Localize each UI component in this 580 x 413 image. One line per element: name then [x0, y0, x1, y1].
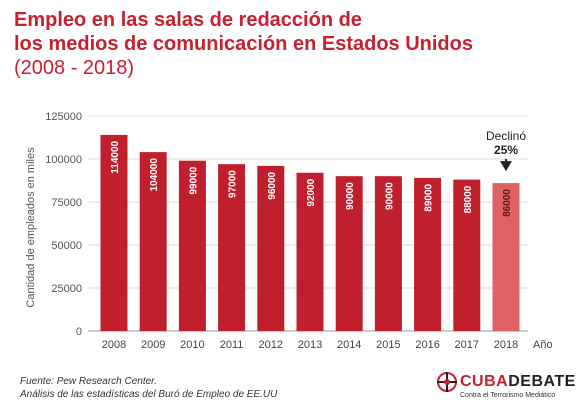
y-tick-label: 75000: [51, 197, 82, 209]
y-tick-label: 50000: [51, 240, 82, 252]
annotation-text: Declinó: [486, 129, 526, 143]
y-tick-label: 100000: [45, 154, 82, 166]
bar: [257, 165, 285, 331]
x-tick-label: 2018: [494, 339, 518, 351]
y-tick-label: 25000: [51, 283, 82, 295]
y-axis-label: Cantidad de empleados en miles: [25, 147, 37, 308]
x-tick-label: 2009: [141, 339, 165, 351]
bar: [218, 164, 246, 331]
x-tick-label: 2016: [415, 339, 439, 351]
x-tick-label: 2017: [455, 339, 479, 351]
source-line-1: Fuente: Pew Research Center.: [20, 376, 157, 387]
chart-subtitle: (2008 - 2018): [14, 57, 135, 79]
cubadebate-logo-icon: [437, 372, 457, 392]
logo-wordmark: CUBADEBATE: [460, 373, 576, 391]
bar-value-label: 90000: [384, 182, 395, 210]
source-line-2: Análisis de las estadísticas del Buró de…: [20, 389, 278, 400]
bar-value-label: 104000: [149, 158, 160, 192]
bar-value-label: 97000: [228, 170, 239, 198]
x-axis-label: Año: [533, 339, 553, 351]
x-tick-label: 2015: [376, 339, 400, 351]
x-tick-label: 2014: [337, 339, 361, 351]
logo-word-red: CUBA: [460, 373, 509, 390]
bar: [414, 177, 442, 331]
source-note: Fuente: Pew Research Center. Análisis de…: [20, 375, 277, 401]
bar: [178, 160, 206, 331]
bar-value-label: 90000: [345, 182, 356, 210]
bar: [335, 176, 363, 331]
bar-value-label: 99000: [188, 166, 199, 194]
x-tick-label: 2011: [220, 339, 244, 351]
y-tick-label: 0: [76, 326, 82, 338]
bar: [139, 152, 167, 331]
bar: [453, 179, 481, 331]
bar: [374, 176, 402, 331]
bar: [492, 183, 520, 331]
logo-tagline: Contra el Terrorismo Mediático: [460, 392, 556, 399]
bar-value-label: 86000: [502, 189, 513, 217]
bar-value-label: 96000: [267, 171, 278, 199]
x-tick-label: 2013: [298, 339, 322, 351]
title-line-2: los medios de comunicación en Estados Un…: [14, 33, 473, 55]
logo-word-dark: DEBATE: [508, 373, 576, 390]
bar-value-label: 89000: [424, 183, 435, 211]
title-line-1: Empleo en las salas de redacción de: [14, 9, 362, 31]
chart-title: Empleo en las salas de redacción de los …: [14, 8, 473, 80]
cubadebate-logo: CUBADEBATE Contra el Terrorismo Mediátic…: [437, 372, 575, 408]
bar-value-label: 92000: [306, 178, 317, 206]
bar: [100, 134, 128, 331]
x-tick-label: 2008: [102, 339, 126, 351]
bar: [296, 172, 324, 331]
x-tick-label: 2012: [259, 339, 283, 351]
bar-value-label: 114000: [110, 140, 121, 173]
x-tick-label: 2010: [180, 339, 204, 351]
bar-value-label: 88000: [463, 185, 474, 213]
annotation-value: 25%: [494, 143, 518, 157]
y-tick-label: 125000: [45, 111, 82, 123]
